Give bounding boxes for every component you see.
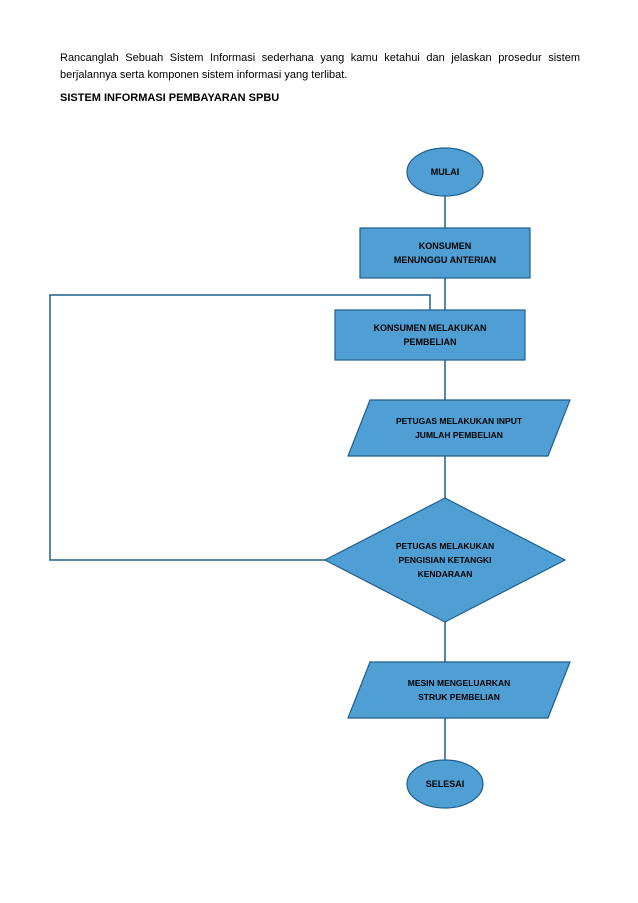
node-wait-label-0: KONSUMEN (419, 241, 472, 251)
node-start: MULAI (407, 148, 483, 196)
node-wait-label-1: MENUNGGU ANTERIAN (394, 255, 496, 265)
node-buy: KONSUMEN MELAKUKAN PEMBELIAN (335, 310, 525, 360)
node-receipt: MESIN MENGELUARKAN STRUK PEMBELIAN (348, 662, 570, 718)
node-input: PETUGAS MELAKUKAN INPUT JUMLAH PEMBELIAN (348, 400, 570, 456)
node-end: SELESAI (407, 760, 483, 808)
node-fill: PETUGAS MELAKUKAN PENGISIAN KETANGKI KENDA… (325, 498, 565, 622)
node-receipt-label-0: MESIN MENGELUARKAN (408, 678, 510, 688)
node-fill-label-0: PETUGAS MELAKUKAN (396, 541, 494, 551)
node-start-label-0: MULAI (431, 167, 460, 177)
node-buy-label-1: PEMBELIAN (403, 337, 456, 347)
node-fill-label-2: KENDARAAN (418, 569, 473, 579)
node-buy-label-0: KONSUMEN MELAKUKAN (374, 323, 487, 333)
node-receipt-label-1: STRUK PEMBELIAN (418, 692, 500, 702)
node-input-label-1: JUMLAH PEMBELIAN (415, 430, 503, 440)
node-wait: KONSUMEN MENUNGGU ANTERIAN (360, 228, 530, 278)
node-input-label-0: PETUGAS MELAKUKAN INPUT (396, 416, 523, 426)
flowchart-canvas: MULAIKONSUMENMENUNGGU ANTERIANKONSUMEN M… (0, 0, 638, 903)
node-end-label-0: SELESAI (426, 779, 465, 789)
node-fill-label-1: PENGISIAN KETANGKI (399, 555, 492, 565)
